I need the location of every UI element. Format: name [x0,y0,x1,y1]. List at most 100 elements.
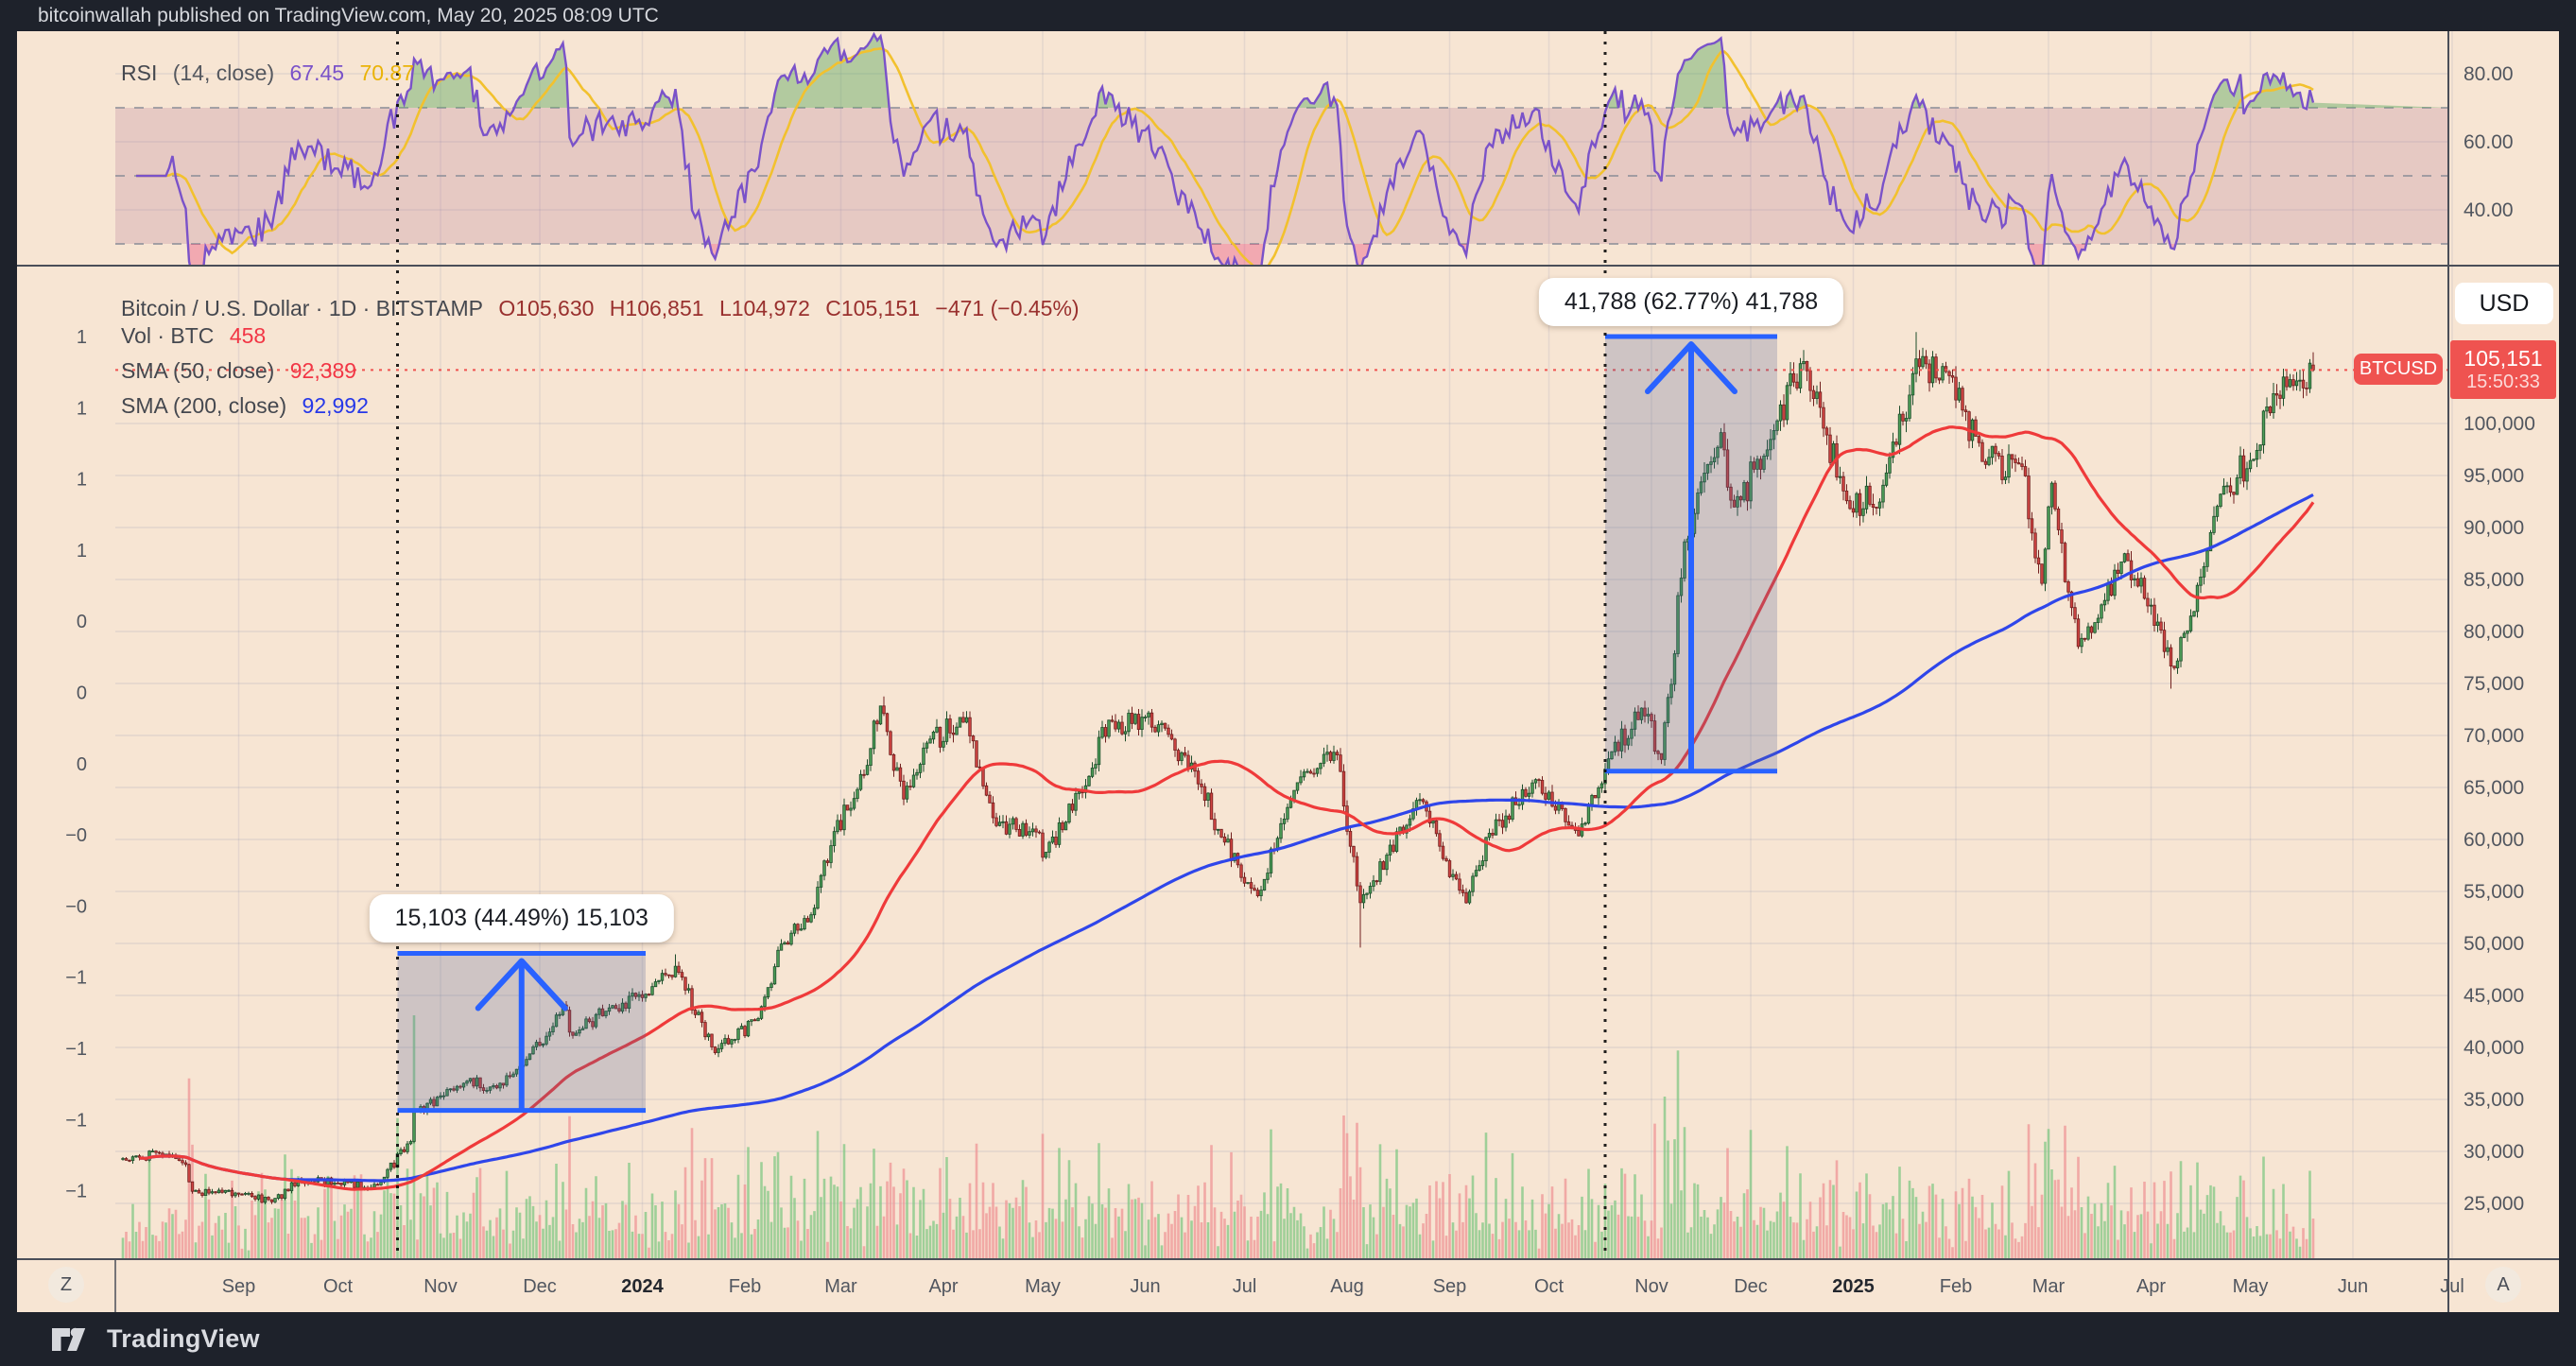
svg-text:85,000: 85,000 [2464,569,2524,591]
rsi-legend-title: RSI [121,61,158,85]
svg-text:45,000: 45,000 [2464,985,2524,1007]
rsi-value: 67.45 [289,61,345,85]
rsi-ma-line [136,46,2314,266]
price-axis[interactable]: 100,000 95,000 90,000 85,000 80,000 75,000 70,… [2464,63,2535,1215]
volume-label: Vol · BTC [121,323,215,348]
svg-text:60,000: 60,000 [2464,829,2524,851]
measure-label-1[interactable]: 15,103 (44.49%) 15,103 [369,894,674,943]
last-price-tag: 105,151 15:50:33 [2450,340,2556,400]
svg-text:25,000: 25,000 [2464,1193,2524,1215]
svg-text:−0: −0 [65,896,87,917]
svg-text:Jul: Jul [2440,1276,2464,1297]
sma-50-line [139,425,2315,1191]
svg-text:80.00: 80.00 [2464,63,2514,85]
svg-text:0: 0 [77,612,87,632]
svg-text:−1: −1 [65,1182,87,1202]
volume-legend-row[interactable]: Vol · BTC 458 [121,323,275,349]
rsi-legend-params: (14, close) [172,61,275,85]
publish-text: bitcoinwallah published on TradingView.c… [38,4,659,26]
svg-text:90,000: 90,000 [2464,517,2524,539]
svg-text:May: May [1025,1276,1061,1297]
last-price-value: 105,151 [2464,346,2543,372]
ohlc-close: C105,151 [825,296,921,320]
svg-text:Sep: Sep [222,1276,256,1297]
svg-text:40.00: 40.00 [2464,199,2514,221]
tradingview-wordmark[interactable]: TradingView [107,1324,260,1353]
svg-text:Apr: Apr [928,1276,958,1297]
svg-text:95,000: 95,000 [2464,465,2524,487]
svg-text:1: 1 [77,327,87,348]
left-axis: 1 1 1 1 0 0 0 −0 −0 −1 −1 −1 −1 [65,327,87,1202]
sma200-value: 92,992 [302,393,369,418]
sma50-legend-row[interactable]: SMA (50, close) 92,389 [121,358,366,384]
timezone-button[interactable]: Z [48,1267,84,1303]
svg-text:Jun: Jun [1130,1276,1160,1297]
svg-text:Oct: Oct [1534,1276,1565,1297]
publish-bar: bitcoinwallah published on TradingView.c… [0,0,2576,31]
currency-toggle-button[interactable]: USD [2455,283,2553,324]
svg-text:65,000: 65,000 [2464,777,2524,799]
svg-text:40,000: 40,000 [2464,1037,2524,1059]
svg-text:55,000: 55,000 [2464,881,2524,903]
svg-text:Jun: Jun [2338,1276,2368,1297]
auto-scale-button[interactable]: A [2485,1267,2521,1303]
svg-text:1: 1 [77,470,87,491]
sma50-label: SMA (50, close) [121,358,275,383]
svg-text:70,000: 70,000 [2464,725,2524,747]
svg-text:Jul: Jul [1233,1276,1257,1297]
rsi-legend[interactable]: RSI (14, close) 67.45 70.87 [121,61,424,86]
volume-value: 458 [229,323,267,348]
measure-label-2[interactable]: 41,788 (62.77%) 41,788 [1538,278,1844,327]
ohlc-change: −471 (−0.45%) [935,296,1080,320]
sma200-label: SMA (200, close) [121,393,287,418]
rsi-oversold-fill [136,244,2448,266]
measurement-box[interactable] [397,950,647,1114]
candles-down [124,355,2315,1203]
svg-text:Sep: Sep [1433,1276,1467,1297]
svg-text:35,000: 35,000 [2464,1089,2524,1111]
sma200-legend-row[interactable]: SMA (200, close) 92,992 [121,393,378,419]
last-price-time: 15:50:33 [2466,372,2540,393]
svg-text:Feb: Feb [1940,1276,1972,1297]
rsi-ma-value: 70.87 [359,61,415,85]
svg-text:80,000: 80,000 [2464,621,2524,643]
svg-text:Dec: Dec [1734,1276,1768,1297]
svg-text:2025: 2025 [1832,1276,1875,1297]
main-pane [121,332,2315,1259]
svg-text:75,000: 75,000 [2464,673,2524,695]
svg-text:1: 1 [77,541,87,562]
svg-text:−0: −0 [65,825,87,846]
ohlc-high: H106,851 [609,296,704,320]
rsi-line [136,31,2315,266]
svg-text:−1: −1 [65,1039,87,1060]
symbol-badge: BTCUSD [2354,354,2443,386]
svg-text:−1: −1 [65,968,87,989]
svg-text:−1: −1 [65,1110,87,1131]
svg-text:Oct: Oct [323,1276,354,1297]
svg-text:Apr: Apr [2136,1276,2166,1297]
svg-text:Dec: Dec [523,1276,557,1297]
rsi-overbought-fill [136,34,2448,108]
symbol-legend-row[interactable]: Bitcoin / U.S. Dollar · 1D · BITSTAMP O1… [121,296,1089,321]
footer-bar: TradingView [0,1312,2576,1366]
ohlc-open: O105,630 [498,296,595,320]
candles-up [121,355,2312,1203]
svg-text:Nov: Nov [424,1276,458,1297]
svg-text:1: 1 [77,398,87,419]
svg-text:Aug: Aug [1330,1276,1364,1297]
svg-text:2024: 2024 [621,1276,664,1297]
time-axis[interactable]: Sep Oct Nov Dec 2024 Feb Mar Apr May Jun Jul Aug Sep… [222,1276,2464,1297]
measurement-box[interactable] [1605,334,1777,774]
symbol-title: Bitcoin / U.S. Dollar · 1D · BITSTAMP [121,296,483,320]
gridlines [115,31,2453,1259]
svg-text:30,000: 30,000 [2464,1141,2524,1163]
svg-text:Mar: Mar [824,1276,857,1297]
svg-text:60.00: 60.00 [2464,131,2514,153]
svg-text:50,000: 50,000 [2464,933,2524,955]
svg-text:Feb: Feb [729,1276,761,1297]
svg-text:100,000: 100,000 [2464,413,2535,435]
rsi-pane [136,31,2448,266]
sma-200-line [139,493,2314,1183]
tradingview-logo-icon[interactable] [52,1326,94,1353]
